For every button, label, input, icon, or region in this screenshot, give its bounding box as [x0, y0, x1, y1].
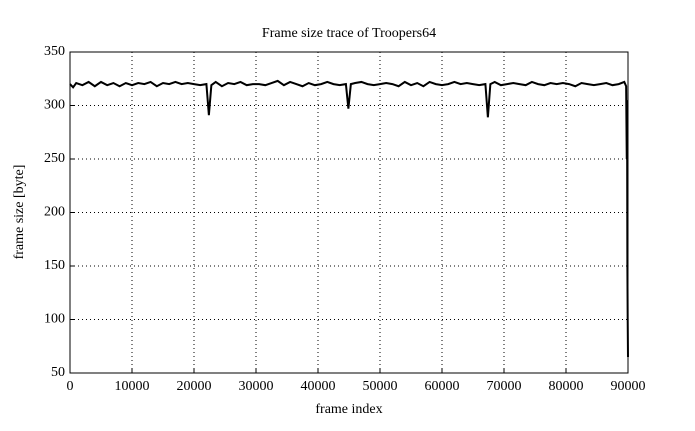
y-tick-label: 350: [44, 44, 65, 59]
chart-title: Frame size trace of Troopers64: [262, 26, 436, 41]
x-tick-label: 70000: [487, 379, 522, 394]
x-tick-label: 90000: [611, 379, 646, 394]
x-tick-label: 60000: [425, 379, 460, 394]
x-tick-label: 50000: [363, 379, 398, 394]
x-axis-label: frame index: [315, 402, 382, 417]
data-line: [69, 79, 629, 357]
y-axis-label: frame size [byte]: [12, 165, 27, 260]
y-tick-label: 100: [44, 312, 65, 327]
y-tick-label: 150: [44, 258, 65, 273]
y-tick-label: 300: [44, 98, 65, 113]
x-tick-label: 30000: [239, 379, 274, 394]
x-tick-label: 10000: [115, 379, 150, 394]
x-tick-label: 0: [67, 379, 74, 394]
x-tick-label: 40000: [301, 379, 336, 394]
y-tick-label: 200: [44, 205, 65, 220]
y-tick-label: 50: [51, 365, 65, 380]
x-tick-label: 20000: [177, 379, 212, 394]
x-tick-label: 80000: [549, 379, 584, 394]
y-tick-label: 250: [44, 151, 65, 166]
